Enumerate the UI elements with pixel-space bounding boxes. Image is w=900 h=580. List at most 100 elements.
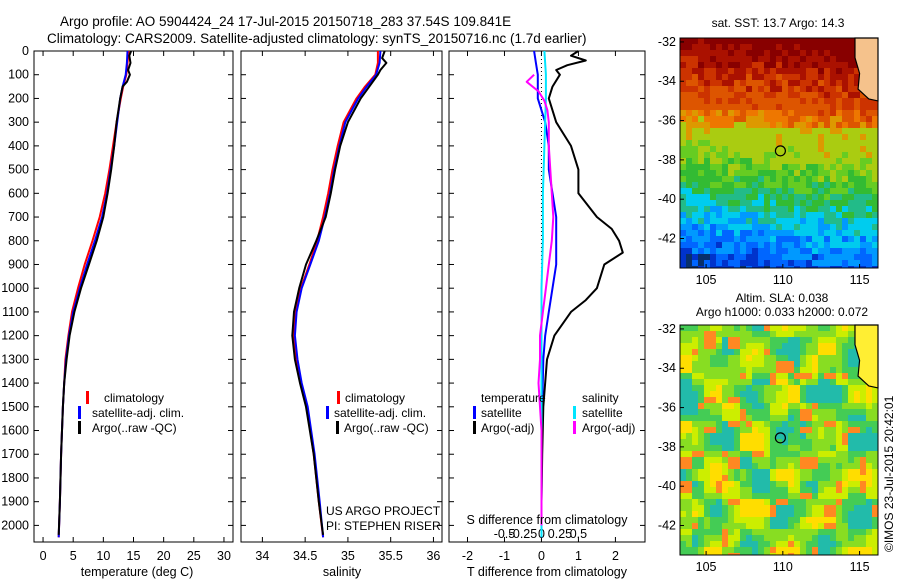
map-cell <box>848 38 854 44</box>
map-cell <box>716 355 722 361</box>
map-cell <box>764 80 770 86</box>
map-cell <box>704 230 710 236</box>
map-cell <box>728 86 734 92</box>
map-cell <box>872 523 878 529</box>
map-cell <box>704 553 710 555</box>
map-cell <box>734 397 740 403</box>
map-cell <box>818 254 824 260</box>
map-cell <box>800 535 806 541</box>
map-cell <box>764 367 770 373</box>
map-cell <box>794 373 800 379</box>
map-cell <box>824 260 830 266</box>
map-cell <box>836 553 842 555</box>
map-cell <box>764 469 770 475</box>
map-cell <box>752 475 758 481</box>
map-cell <box>866 493 872 499</box>
map-cell <box>728 128 734 134</box>
map-cell <box>830 242 836 248</box>
map-cell <box>746 493 752 499</box>
map-cell <box>746 260 752 266</box>
map-cell <box>704 140 710 146</box>
map-cell <box>764 349 770 355</box>
map-cell <box>716 493 722 499</box>
map-cell <box>740 68 746 74</box>
map-cell <box>800 200 806 206</box>
map-cell <box>866 128 872 134</box>
map-cell <box>746 475 752 481</box>
map-cell <box>836 343 842 349</box>
map-cell <box>686 224 692 230</box>
map-cell <box>698 367 704 373</box>
map-cell <box>752 176 758 182</box>
map-cell <box>704 505 710 511</box>
map-cell <box>698 74 704 80</box>
map-cell <box>818 487 824 493</box>
map-cell <box>698 487 704 493</box>
map-cell <box>758 122 764 128</box>
map-cell <box>764 146 770 152</box>
map-cell <box>716 122 722 128</box>
x-tick-label: -2 <box>462 549 473 563</box>
map-cell <box>770 325 776 331</box>
map-cell <box>698 170 704 176</box>
map-cell <box>818 134 824 140</box>
x-tick-label: 0 <box>40 549 47 563</box>
map-cell <box>842 385 848 391</box>
map-cell <box>794 535 800 541</box>
map-cell <box>758 439 764 445</box>
map-cell <box>680 517 686 523</box>
map-cell <box>830 230 836 236</box>
map-cell <box>758 427 764 433</box>
map-cell <box>818 176 824 182</box>
map-cell <box>752 38 758 44</box>
map-cell <box>836 433 842 439</box>
map-cell <box>734 224 740 230</box>
map-cell <box>824 463 830 469</box>
map-cell <box>698 56 704 62</box>
map-cell <box>806 218 812 224</box>
map-cell <box>728 523 734 529</box>
map-cell <box>692 62 698 68</box>
depth-tick-label: 2000 <box>1 518 29 532</box>
map-cell <box>854 116 860 122</box>
map-cell <box>824 104 830 110</box>
map-cell <box>764 553 770 555</box>
map-cell <box>848 361 854 367</box>
map-cell <box>740 152 746 158</box>
map-cell <box>740 337 746 343</box>
map-cell <box>854 224 860 230</box>
map-cell <box>854 188 860 194</box>
map-cell <box>770 475 776 481</box>
map-cell <box>842 50 848 56</box>
map-cell <box>788 86 794 92</box>
map-cell <box>710 457 716 463</box>
map-cell <box>746 254 752 260</box>
map-cell <box>692 523 698 529</box>
map-cell <box>854 433 860 439</box>
map-cell <box>794 92 800 98</box>
map-cell <box>800 254 806 260</box>
map-cell <box>746 146 752 152</box>
map-cell <box>824 170 830 176</box>
map-cell <box>866 505 872 511</box>
map-cell <box>866 535 872 541</box>
map-cell <box>770 218 776 224</box>
map-cell <box>848 110 854 116</box>
map-cell <box>818 116 824 122</box>
map-cell <box>836 355 842 361</box>
map-cell <box>866 266 872 268</box>
map-cell <box>704 343 710 349</box>
map-cell <box>686 379 692 385</box>
map-cell <box>734 325 740 331</box>
map-cell <box>782 529 788 535</box>
map-cell <box>824 206 830 212</box>
map-cell <box>854 397 860 403</box>
map-cell <box>782 218 788 224</box>
map-cell <box>794 200 800 206</box>
map-cell <box>836 104 842 110</box>
map-cell <box>866 140 872 146</box>
map-cell <box>800 74 806 80</box>
map-cell <box>716 140 722 146</box>
map-cell <box>698 325 704 331</box>
map-cell <box>692 487 698 493</box>
